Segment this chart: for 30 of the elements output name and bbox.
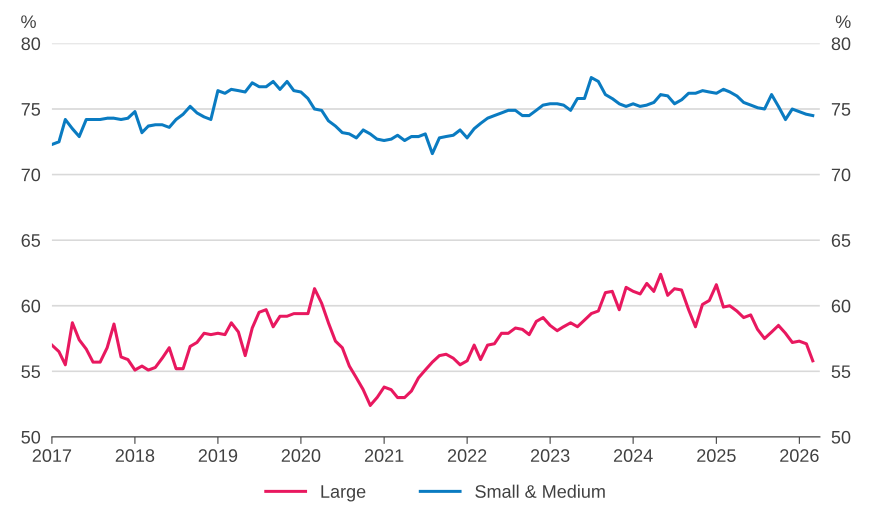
legend-label: Large	[321, 485, 366, 502]
x-tick-label: 2017	[32, 449, 72, 462]
y-tick-label: 55	[21, 365, 40, 378]
x-tick-label: 2022	[448, 449, 486, 462]
y2-tick-label: 50	[832, 430, 850, 444]
x-tick-label: 2018	[116, 449, 154, 462]
legend-label: Small & Medium	[475, 484, 605, 498]
y-axis-title: %	[21, 15, 36, 28]
y2-tick-label: 75	[832, 103, 850, 116]
y2-tick-label: 55	[832, 365, 850, 378]
y2-tick-label: 70	[832, 168, 850, 182]
y-tick-label: 70	[22, 168, 40, 182]
x-tick-label: 2023	[530, 449, 570, 462]
line-series	[52, 272, 814, 407]
y-tick-label: 60	[22, 300, 40, 312]
y-tick-label: 80	[22, 37, 40, 50]
x-tick-label: 2021	[364, 449, 404, 462]
y2-axis-title: %	[836, 15, 851, 28]
x-tick-label: 2025	[697, 449, 736, 462]
y-tick-label: 65	[22, 234, 40, 247]
y-tick-label: 75	[22, 103, 40, 116]
y2-tick-label: 80	[832, 37, 850, 50]
y2-tick-label: 65	[832, 234, 850, 247]
x-tick-label: 2020	[282, 449, 320, 462]
y2-tick-label: 60	[832, 300, 850, 312]
y-tick-label: 50	[21, 430, 40, 444]
x-tick-label: 2019	[198, 449, 238, 462]
x-tick-label: 2026	[780, 449, 819, 462]
x-tick-label: 2024	[614, 449, 653, 462]
line-series	[52, 76, 814, 156]
